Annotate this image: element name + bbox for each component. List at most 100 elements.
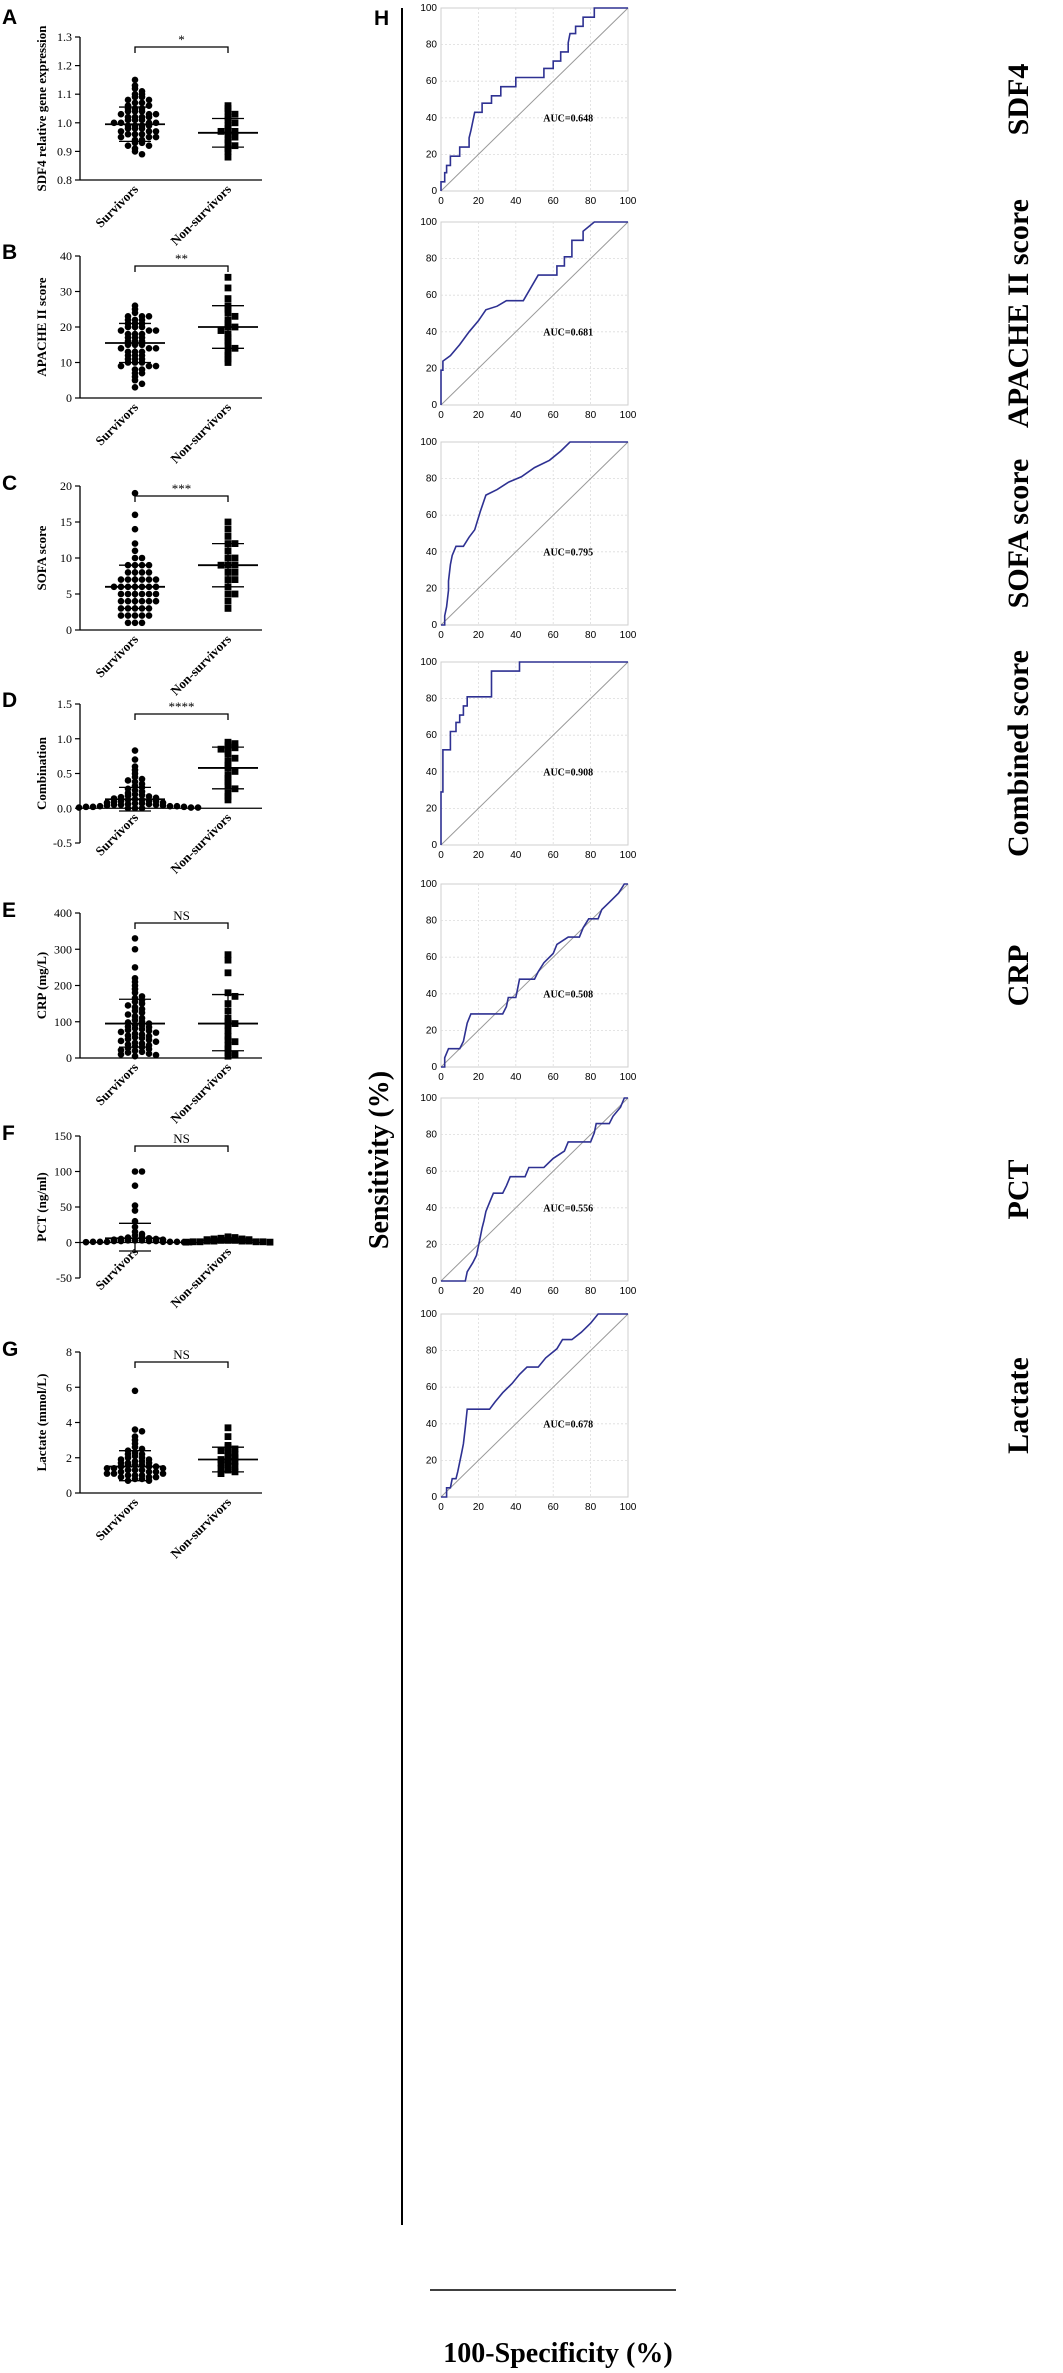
survivor-point bbox=[117, 801, 125, 809]
survivor-point bbox=[131, 85, 139, 92]
panel-letter: A bbox=[2, 6, 17, 29]
survivor-point bbox=[138, 139, 146, 147]
scatter-panels: A 0.8 0.9 1.0 1.1 1.2 1.3 SDF4 relative gene ex… bbox=[2, 6, 274, 1561]
y-tick-label: 4 bbox=[66, 1416, 72, 1430]
x-category-label: Non-survivors bbox=[167, 1244, 234, 1311]
scatter-panel-b: B 0 10 20 30 40 APACHE II score Survivors Non-su… bbox=[2, 241, 262, 466]
survivor-point bbox=[145, 1468, 153, 1476]
survivor-point bbox=[117, 327, 125, 334]
survivor-point bbox=[124, 1466, 132, 1474]
survivor-point bbox=[124, 1011, 132, 1018]
survivor-point bbox=[124, 590, 132, 598]
roc-x-tick-label: 0 bbox=[438, 850, 444, 861]
roc-x-tick-label: 100 bbox=[620, 1072, 637, 1083]
survivor-point bbox=[117, 1051, 125, 1058]
survivor-point bbox=[138, 597, 146, 605]
non-survivor-point bbox=[224, 518, 232, 526]
non-survivor-point bbox=[217, 127, 225, 135]
roc-x-tick-label: 60 bbox=[548, 850, 560, 861]
survivor-point bbox=[152, 597, 160, 605]
survivor-point bbox=[117, 1037, 125, 1045]
roc-x-tick-label: 40 bbox=[510, 850, 522, 861]
survivor-point bbox=[145, 133, 153, 141]
roc-y-tick-label: 40 bbox=[426, 113, 438, 124]
non-survivor-point bbox=[231, 133, 239, 141]
survivor-point bbox=[138, 1168, 146, 1175]
non-survivor-point bbox=[224, 789, 232, 797]
roc-reference-diagonal bbox=[440, 661, 629, 846]
survivor-point bbox=[131, 964, 139, 971]
significance-label: NS bbox=[173, 1347, 190, 1362]
roc-reference-diagonal bbox=[440, 883, 629, 1068]
y-tick-label: 300 bbox=[54, 942, 72, 956]
roc-x-tick-label: 40 bbox=[510, 1072, 522, 1083]
non-survivor-point bbox=[231, 569, 239, 576]
roc-y-tick-label: 0 bbox=[431, 1276, 437, 1287]
non-survivor-point bbox=[224, 969, 232, 977]
survivor-point bbox=[138, 1034, 146, 1042]
survivor-point bbox=[131, 773, 139, 781]
roc-x-tick-label: 20 bbox=[473, 1286, 485, 1297]
survivor-point bbox=[131, 376, 139, 384]
non-survivor-point bbox=[231, 768, 239, 775]
survivor-point bbox=[131, 935, 139, 942]
y-tick-label: 30 bbox=[60, 285, 72, 299]
non-survivor-point bbox=[224, 796, 232, 804]
roc-y-tick-label: 60 bbox=[426, 1166, 438, 1177]
panel-letter: F bbox=[2, 1122, 15, 1145]
y-axis-title: Lactate (mmol/L) bbox=[34, 1374, 49, 1472]
survivor-point bbox=[138, 99, 146, 107]
roc-curve bbox=[441, 1097, 628, 1282]
survivor-point bbox=[152, 133, 160, 141]
non-survivor-point bbox=[224, 359, 232, 366]
non-survivor-point bbox=[231, 590, 239, 598]
non-survivor-point bbox=[224, 951, 232, 959]
y-tick-label: 0.9 bbox=[57, 144, 72, 158]
survivor-point bbox=[131, 1202, 139, 1209]
roc-y-tick-label: 20 bbox=[426, 149, 438, 160]
survivor-point bbox=[138, 125, 146, 132]
survivor-point bbox=[159, 802, 167, 809]
roc-x-tick-label: 60 bbox=[548, 410, 560, 421]
survivor-point bbox=[138, 791, 146, 799]
roc-y-tick-label: 100 bbox=[420, 879, 437, 890]
significance-bracket bbox=[134, 495, 229, 502]
survivor-point bbox=[159, 1238, 167, 1246]
roc-y-tick-label: 0 bbox=[431, 400, 437, 411]
roc-y-tick-label: 0 bbox=[431, 840, 437, 851]
survivor-point bbox=[131, 93, 139, 101]
roc-x-tick-label: 80 bbox=[585, 1286, 597, 1297]
panel-letter: E bbox=[2, 899, 16, 922]
roc-panel-title: SDF4 bbox=[1002, 64, 1035, 136]
roc-x-tick-label: 0 bbox=[438, 1072, 444, 1083]
survivor-point bbox=[145, 590, 153, 598]
y-tick-label: 40 bbox=[60, 249, 72, 263]
scatter-panel-g: G 0 2 4 6 8 Lactate (mmol/L) Survivors Non-survi… bbox=[2, 1338, 262, 1561]
survivor-point bbox=[131, 511, 139, 519]
roc-reference-diagonal bbox=[440, 7, 629, 192]
roc-y-tick-label: 20 bbox=[426, 803, 438, 814]
non-survivor-point bbox=[224, 107, 232, 115]
roc-panel-pct: 00 20 20 40 40 60 60 80 80 100 100 AUC=0.556 PCT bbox=[420, 1093, 1035, 1297]
survivor-point bbox=[96, 1238, 104, 1246]
x-category-label: Survivors bbox=[92, 810, 141, 859]
y-tick-label: -0.5 bbox=[53, 836, 72, 850]
survivor-point bbox=[117, 1473, 125, 1481]
survivor-point bbox=[131, 1052, 139, 1060]
survivor-point bbox=[103, 1470, 111, 1477]
roc-curve bbox=[441, 441, 628, 626]
y-axis-title: CRP (mg/L) bbox=[34, 952, 49, 1020]
y-tick-label: 0 bbox=[66, 1486, 72, 1500]
survivor-point bbox=[131, 99, 139, 107]
survivor-point bbox=[145, 1036, 153, 1044]
y-axis-title: PCT (ng/ml) bbox=[34, 1172, 49, 1241]
significance-bracket bbox=[134, 713, 229, 720]
survivor-point bbox=[117, 1468, 125, 1476]
survivor-point bbox=[117, 590, 125, 598]
survivor-point bbox=[180, 803, 188, 811]
y-tick-label: 0 bbox=[66, 391, 72, 405]
roc-panel-title: Combined score bbox=[1002, 650, 1035, 857]
roc-x-tick-label: 100 bbox=[620, 410, 637, 421]
non-survivor-point bbox=[217, 1464, 225, 1472]
y-tick-label: 15 bbox=[60, 515, 72, 529]
